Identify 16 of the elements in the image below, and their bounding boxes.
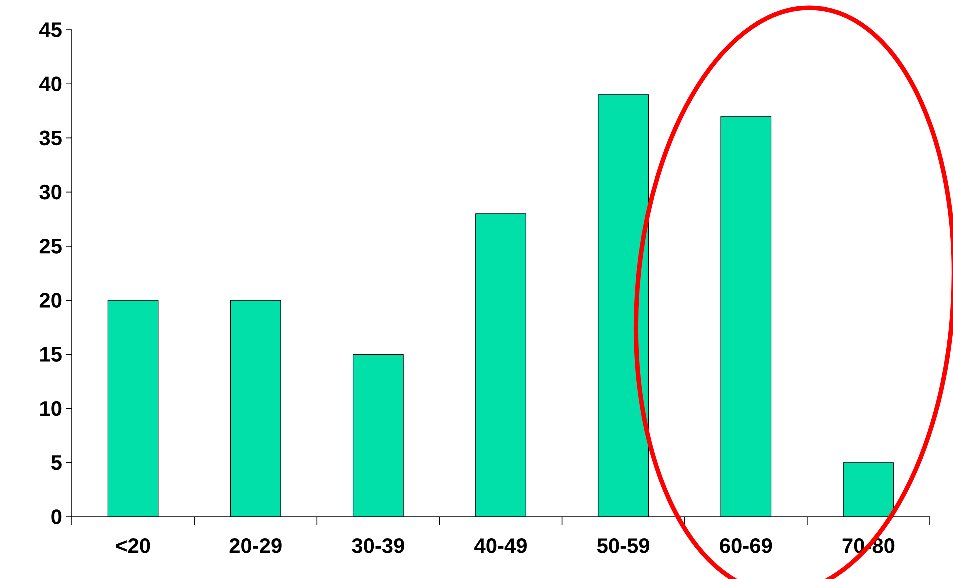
x-tick-label: <20 [116, 538, 150, 554]
y-tick-label: 25 [40, 239, 62, 254]
y-tick-label: 20 [40, 293, 62, 308]
y-tick-label: 0 [52, 510, 62, 524]
y-tick-label: 15 [40, 347, 62, 362]
y-tick-label: 40 [40, 76, 62, 92]
x-tick-label: 60-69 [720, 538, 772, 554]
x-tick-label: 40-49 [474, 538, 527, 554]
y-tick-label: 5 [51, 456, 62, 470]
x-tick-label: 20-29 [230, 538, 282, 554]
y-tick-label: 35 [40, 130, 62, 146]
y-tick-label: 45 [40, 22, 62, 38]
y-tick-label: 10 [40, 401, 62, 416]
x-tick-label: 30-39 [352, 538, 404, 554]
x-tick-label: 50-59 [597, 538, 650, 554]
y-tick-label: 30 [40, 184, 62, 200]
